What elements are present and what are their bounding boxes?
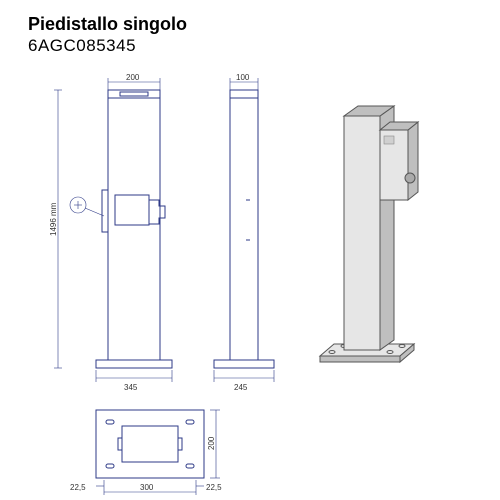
dim-front-top: 200 xyxy=(126,73,140,82)
dim-plan-depth: 200 xyxy=(207,436,216,450)
isometric-render xyxy=(320,106,418,362)
technical-drawing: 200 345 1496 mm xyxy=(0,0,500,500)
front-view: 200 345 1496 mm xyxy=(49,73,172,392)
dim-front-height: 1496 mm xyxy=(49,202,58,236)
plan-view: 300 22,5 22,5 200 xyxy=(70,410,222,495)
dim-front-base: 345 xyxy=(124,383,138,392)
dim-plan-width: 300 xyxy=(140,483,154,492)
dim-side-base: 245 xyxy=(234,383,248,392)
side-view: 100 245 xyxy=(214,73,274,392)
dim-plan-rightoff: 22,5 xyxy=(206,483,222,492)
dim-plan-leftoff: 22,5 xyxy=(70,483,86,492)
dim-side-top: 100 xyxy=(236,73,250,82)
